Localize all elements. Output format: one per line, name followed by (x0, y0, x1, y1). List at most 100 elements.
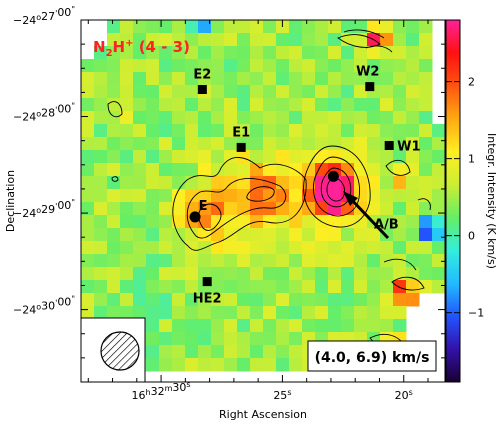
intensity-pixel (302, 46, 316, 60)
intensity-pixel (263, 202, 277, 216)
intensity-pixel (276, 332, 290, 346)
intensity-pixel (120, 189, 134, 203)
intensity-pixel (159, 280, 173, 294)
intensity-pixel (224, 228, 238, 242)
plot-frame (80, 19, 446, 383)
intensity-pixel (120, 98, 134, 112)
intensity-pixel (172, 111, 186, 125)
intensity-pixel (393, 59, 407, 73)
intensity-pixel (237, 267, 251, 281)
intensity-pixel (237, 319, 251, 333)
velocity-box (307, 340, 437, 372)
intensity-pixel (185, 163, 199, 177)
intensity-pixel (289, 306, 303, 320)
intensity-pixel (120, 202, 134, 216)
colorbar-tick-label: 2 (468, 76, 475, 89)
intensity-pixel (198, 189, 212, 203)
contour-ab-1 (303, 145, 371, 228)
intensity-pixel (94, 46, 108, 60)
intensity-pixel (94, 267, 108, 281)
intensity-pixel (406, 241, 420, 255)
contour-top-right-2 (343, 29, 385, 39)
intensity-pixel (94, 85, 108, 99)
intensity-pixel (341, 59, 355, 73)
intensity-pixel (172, 254, 186, 268)
intensity-pixel (276, 254, 290, 268)
intensity-pixel (94, 280, 108, 294)
intensity-pixel (237, 241, 251, 255)
intensity-pixel (250, 46, 264, 60)
intensity-pixel (94, 215, 108, 229)
contour-top-right-1 (337, 34, 381, 48)
intensity-pixel (354, 124, 368, 138)
intensity-pixel (224, 163, 238, 177)
intensity-pixel (159, 20, 173, 34)
intensity-pixel (289, 150, 303, 164)
intensity-pixel (302, 319, 316, 333)
intensity-pixel (133, 150, 147, 164)
intensity-pixel (367, 189, 381, 203)
intensity-pixel (380, 280, 394, 294)
intensity-pixel (393, 33, 407, 47)
intensity-pixel (198, 59, 212, 73)
intensity-pixel (198, 137, 212, 151)
intensity-pixel (315, 33, 329, 47)
intensity-pixel (276, 280, 290, 294)
intensity-pixel (133, 124, 147, 138)
intensity-pixel (159, 293, 173, 307)
contour-right-2 (391, 276, 425, 291)
intensity-pixel (419, 46, 433, 60)
intensity-pixel (81, 98, 95, 112)
intensity-pixel (146, 215, 160, 229)
intensity-pixel (133, 267, 147, 281)
intensity-pixel (419, 33, 433, 47)
intensity-pixel (185, 228, 199, 242)
intensity-pixel (146, 267, 160, 281)
intensity-pixel (159, 202, 173, 216)
intensity-pixel (185, 85, 199, 99)
intensity-pixel (198, 254, 212, 268)
intensity-pixel (263, 358, 277, 372)
intensity-pixel (146, 306, 160, 320)
intensity-pixel (237, 228, 251, 242)
intensity-pixel (107, 202, 121, 216)
intensity-pixel (263, 98, 277, 112)
intensity-pixel (120, 124, 134, 138)
intensity-pixel (263, 215, 277, 229)
intensity-pixel (133, 293, 147, 307)
intensity-pixel (328, 254, 342, 268)
intensity-pixel (289, 241, 303, 255)
intensity-pixel (94, 150, 108, 164)
intensity-pixel (224, 124, 238, 138)
intensity-pixel (172, 202, 186, 216)
intensity-pixel (250, 358, 264, 372)
intensity-pixel (263, 111, 277, 125)
intensity-pixel (198, 111, 212, 125)
contour-east-3 (198, 203, 222, 231)
intensity-pixel (367, 137, 381, 151)
intensity-pixel (289, 72, 303, 86)
intensity-pixel (146, 202, 160, 216)
intensity-pixel (289, 228, 303, 242)
intensity-pixel (380, 33, 394, 47)
intensity-pixel (367, 176, 381, 190)
intensity-pixel (250, 267, 264, 281)
intensity-pixel (302, 20, 316, 34)
intensity-pixel (224, 59, 238, 73)
intensity-pixel (107, 228, 121, 242)
intensity-pixel (419, 163, 433, 177)
intensity-pixel (146, 319, 160, 333)
intensity-pixel (289, 85, 303, 99)
intensity-pixel (120, 241, 134, 255)
intensity-pixel (263, 280, 277, 294)
intensity-pixel (224, 150, 238, 164)
intensity-pixel (289, 189, 303, 203)
intensity-pixel (289, 59, 303, 73)
intensity-pixel (289, 293, 303, 307)
intensity-pixel (367, 98, 381, 112)
intensity-pixel (224, 137, 238, 151)
intensity-pixel (146, 33, 160, 47)
intensity-pixel (237, 98, 251, 112)
intensity-pixel (211, 293, 225, 307)
intensity-pixel (263, 189, 277, 203)
